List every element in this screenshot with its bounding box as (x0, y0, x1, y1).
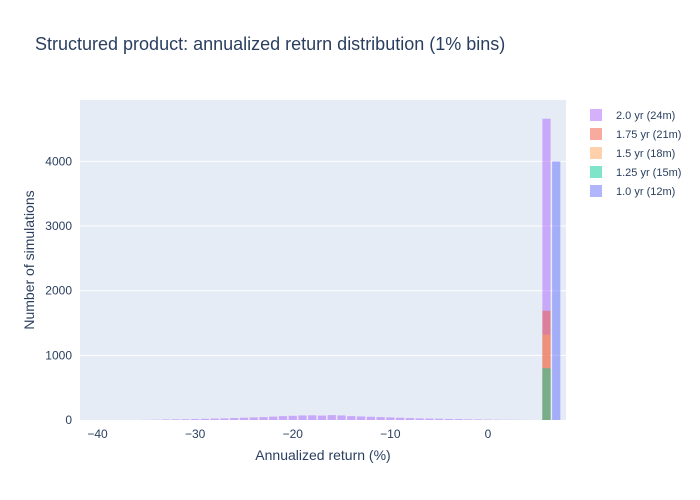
histogram-bar (249, 417, 258, 420)
legend[interactable]: 2.0 yr (24m) 1.75 yr (21m) 1.5 yr (18m) 1.2… (590, 109, 681, 198)
legend-label: 1.5 yr (18m) (616, 148, 675, 160)
histogram-bar (200, 418, 210, 420)
histogram-bar (259, 417, 268, 420)
histogram-bar (220, 418, 229, 420)
plot-area (80, 100, 566, 420)
histogram-bar (181, 419, 190, 420)
histogram-bar (454, 419, 463, 420)
legend-item[interactable]: 2.0 yr (24m) (590, 109, 675, 122)
histogram-bar (171, 419, 180, 420)
x-tick-label: −20 (283, 427, 304, 441)
x-tick-label: −30 (185, 427, 206, 441)
histogram-bar (395, 417, 405, 420)
x-tick-labels: −40 −30 −20 −10 0 (87, 427, 491, 441)
legend-swatch (590, 128, 602, 140)
chart-title: Structured product: annualized return di… (35, 34, 505, 54)
x-axis-label: Annualized return (%) (255, 447, 390, 463)
x-tick-label: −10 (380, 427, 401, 441)
y-tick-label: 4000 (45, 154, 72, 168)
histogram-bar (366, 416, 375, 420)
legend-item[interactable]: 1.75 yr (21m) (590, 128, 681, 141)
histogram-bar (327, 415, 336, 420)
histogram-bar (474, 419, 483, 420)
histogram-bar (308, 415, 317, 420)
legend-label: 1.75 yr (21m) (616, 129, 681, 141)
legend-item[interactable]: 1.0 yr (12m) (590, 185, 675, 198)
legend-swatch (590, 147, 602, 159)
legend-item[interactable]: 1.25 yr (15m) (590, 166, 681, 179)
histogram-bar (278, 416, 288, 420)
histogram-bar (239, 417, 249, 420)
histogram-bar (191, 419, 200, 420)
histogram-bar (210, 418, 219, 420)
y-tick-label: 0 (65, 413, 72, 427)
histogram-bar (269, 416, 278, 420)
legend-swatch (590, 185, 602, 197)
histogram-bar (337, 415, 346, 420)
gridlines (80, 160, 566, 356)
y-tick-label: 3000 (45, 219, 72, 233)
y-tick-label: 2000 (45, 284, 72, 298)
histogram-bar (405, 418, 414, 420)
x-tick-label: 0 (485, 427, 492, 441)
y-tick-label: 1000 (45, 348, 72, 362)
histogram-bar (444, 418, 453, 420)
histogram-bar (347, 416, 356, 420)
histogram-bar (542, 118, 551, 421)
histogram-bar (376, 417, 385, 420)
histogram-bar (288, 415, 297, 420)
bars (142, 118, 561, 421)
y-tick-labels: 0 1000 2000 3000 4000 (45, 154, 72, 427)
histogram-bar (542, 368, 551, 420)
legend-swatch (590, 166, 602, 178)
histogram-bar (435, 418, 444, 420)
histogram-bar (356, 416, 366, 420)
legend-label: 1.0 yr (12m) (616, 186, 675, 198)
legend-label: 2.0 yr (24m) (616, 110, 675, 122)
histogram-bar (317, 415, 327, 420)
legend-swatch (590, 109, 602, 121)
y-axis-label: Number of simulations (21, 190, 37, 329)
histogram-bar (464, 419, 473, 420)
histogram-bar (415, 418, 424, 420)
histogram-bar (298, 415, 307, 420)
histogram-bar (230, 418, 239, 420)
legend-label: 1.25 yr (15m) (616, 167, 681, 179)
histogram-bar (552, 161, 561, 421)
histogram-bar (425, 418, 434, 420)
x-tick-label: −40 (87, 427, 108, 441)
histogram-bar (161, 419, 170, 420)
histogram-bar (386, 417, 395, 420)
legend-item[interactable]: 1.5 yr (18m) (590, 147, 675, 160)
